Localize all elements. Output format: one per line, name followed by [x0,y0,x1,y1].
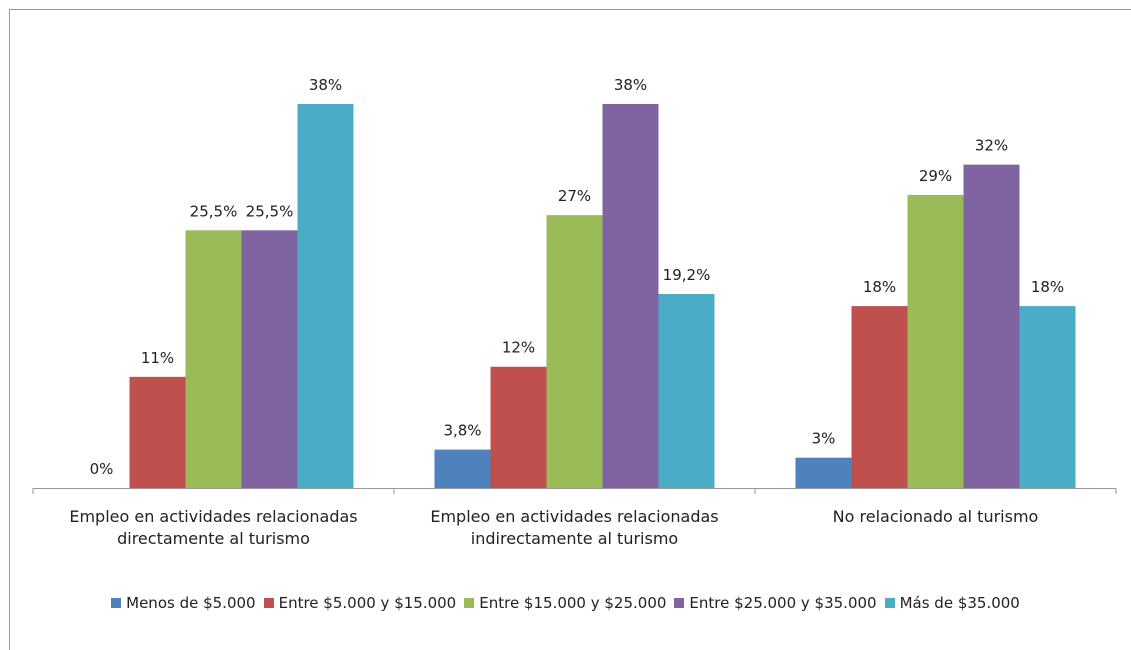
legend: Menos de $5.000 Entre $5.000 y $15.000 Ent… [0,594,1131,612]
value-label: 19,2% [663,266,711,284]
value-label: 3,8% [443,422,481,440]
value-label: 3% [812,430,836,448]
value-label: 18% [863,278,896,296]
legend-item: Entre $15.000 y $25.000 [464,594,666,612]
bar [1019,306,1076,488]
value-label: 25,5% [246,202,294,220]
bar [963,164,1020,488]
bar [546,215,603,488]
value-label: 32% [975,137,1008,155]
bar [795,457,852,488]
value-label: 0% [90,460,114,478]
x-tick-label: No relacionado al turismo [832,507,1039,526]
x-tick-label: Empleo en actividades relacionadas indir… [430,507,719,548]
bar [658,293,715,488]
legend-swatch [464,598,475,608]
value-label: 18% [1031,278,1064,296]
x-tick-label: Empleo en actividades relacionadas direc… [69,507,358,548]
bar [297,104,354,488]
legend-item: Entre $5.000 y $15.000 [263,594,457,612]
bar [602,104,659,488]
legend-swatch [884,598,895,608]
bar [907,194,964,488]
bar [434,449,491,488]
legend-label: Menos de $5.000 [126,594,256,612]
legend-label: Entre $15.000 y $25.000 [479,594,667,612]
legend-item: Más de $35.000 [884,594,1020,612]
legend-label: Más de $35.000 [899,594,1020,612]
legend-item: Entre $25.000 y $35.000 [674,594,877,612]
bar [129,376,186,488]
legend-label: Entre $25.000 y $35.000 [689,594,877,612]
bar [185,230,242,488]
value-label: 29% [919,167,952,185]
value-label: 11% [141,349,174,367]
legend-swatch [674,598,685,608]
bar [490,366,547,488]
legend-item: Menos de $5.000 [111,594,256,612]
legend-label: Entre $5.000 y $15.000 [278,594,457,612]
value-label: 27% [558,187,591,205]
value-label: 38% [309,76,342,94]
bar [851,306,908,488]
legend-swatch [111,598,122,608]
legend-swatch [263,598,274,608]
value-label: 25,5% [190,202,238,220]
value-label: 38% [614,76,647,94]
value-label: 12% [502,339,535,357]
bar [241,230,298,488]
